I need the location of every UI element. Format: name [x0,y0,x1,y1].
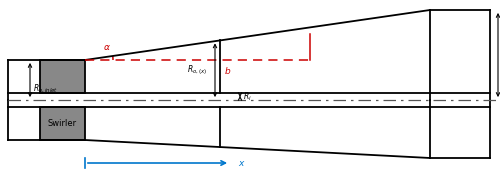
Text: $\alpha$: $\alpha$ [103,43,111,52]
Text: Swirler: Swirler [48,119,77,128]
Text: $b$: $b$ [224,65,231,75]
Text: $R_{o,(x)}$: $R_{o,(x)}$ [187,63,207,77]
Text: $x$: $x$ [238,158,246,167]
Bar [40,60,85,93]
Bar [40,107,85,140]
Text: $R_{o,inlet}$: $R_{o,inlet}$ [33,83,58,95]
Text: $R_i$: $R_i$ [243,90,252,103]
